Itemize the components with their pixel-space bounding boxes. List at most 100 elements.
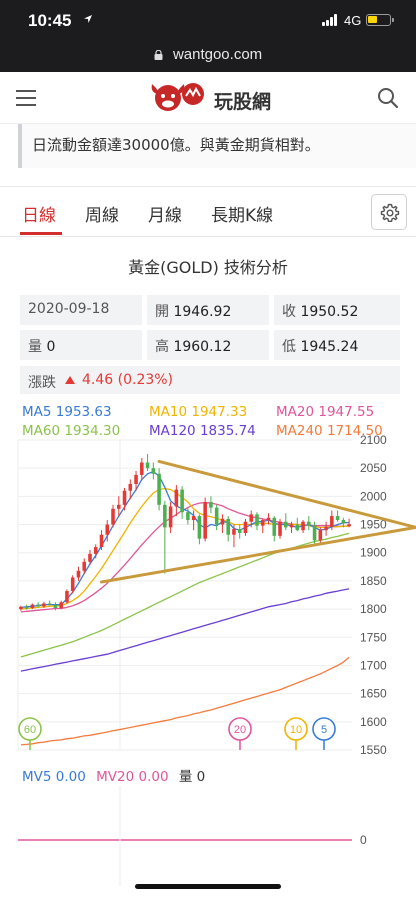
open-label: 開 (155, 304, 169, 320)
close-label: 收 (282, 304, 296, 320)
tab-weekly[interactable]: 周線 (85, 206, 119, 226)
candle-body (283, 521, 288, 528)
candle-body (128, 483, 133, 491)
candle-body (226, 518, 230, 535)
ma240-line (20, 656, 350, 746)
y-tick-label: 1750 (360, 630, 387, 644)
menu-icon[interactable] (16, 89, 38, 107)
period-tabs: 日線 周線 月線 長期K線 (0, 187, 416, 237)
candle-body (191, 516, 196, 521)
low-label: 低 (282, 339, 296, 355)
candle-body (347, 524, 351, 527)
url-bar[interactable]: wantgoo.com (0, 44, 416, 72)
candle-body (255, 514, 259, 526)
url-text: wantgoo.com (172, 46, 263, 63)
candle-body (197, 516, 202, 539)
y-tick-label: 2000 (360, 489, 387, 503)
lock-icon (154, 49, 163, 60)
search-icon[interactable] (376, 86, 400, 110)
triangle-up-icon (65, 376, 75, 384)
candle-body (335, 516, 340, 521)
volume-chart[interactable]: 0 (0, 786, 416, 886)
ma20-legend: MA20 1947.55 (276, 404, 375, 420)
excerpt-text: 日流動金額達30000億。與黃金期貨相對。 (32, 136, 320, 154)
status-bar: 10:45 4G (0, 0, 416, 44)
candle-body (24, 607, 29, 609)
volume-value: 0 (46, 339, 56, 355)
location-arrow-icon (84, 15, 92, 23)
bull-logo-icon (151, 83, 204, 111)
candle-body (134, 474, 138, 484)
site-header: 玩股網 (0, 72, 416, 124)
ma10-line (20, 487, 350, 610)
candlestick-chart[interactable]: 2100 2050 2000 1950 1900 1850 1800 1750 1700 1650… (0, 430, 416, 760)
candle-body (312, 525, 317, 541)
volume-tick-label: 0 (360, 833, 367, 847)
divider (0, 186, 416, 187)
ma-marker-label: 60 (24, 724, 36, 736)
cellular-signal-icon (322, 14, 340, 26)
mv20-legend: MV20 0.00 (96, 769, 169, 785)
candle-body (168, 506, 173, 528)
ma60-legend: MA60 1934.30 (22, 423, 121, 439)
candle-body (232, 529, 236, 535)
candle-body (278, 521, 282, 536)
y-tick-label: 1700 (360, 658, 387, 672)
status-time: 10:45 (28, 11, 72, 30)
site-logo[interactable]: 玩股網 (148, 78, 278, 118)
ma-marker-badge (284, 717, 308, 741)
y-tick-label: 1900 (360, 546, 387, 560)
y-tick-label: 1800 (360, 602, 387, 616)
mv-legend: MV5 0.00 MV20 0.00 量 0 (22, 765, 211, 785)
ma5-line (20, 470, 350, 609)
high-value: 1960.12 (173, 339, 232, 355)
candle-body (30, 604, 35, 608)
chart-settings-button[interactable] (371, 194, 407, 230)
candle-body (318, 530, 323, 541)
mv5-legend: MV5 0.00 (22, 769, 86, 785)
chart-title: 黃金(GOLD) 技術分析 (128, 258, 288, 277)
candle-body (209, 502, 213, 508)
candle-body (42, 603, 46, 607)
ma120-line (20, 588, 350, 672)
candle-body (145, 462, 150, 469)
candle-body (122, 490, 127, 505)
candle-body (36, 604, 40, 607)
candle-body (295, 524, 300, 531)
tab-daily[interactable]: 日線 (22, 206, 56, 226)
high-label: 高 (155, 339, 169, 355)
candle-body (237, 529, 242, 533)
candle-body (111, 508, 115, 525)
candle-body (272, 517, 277, 536)
ma-marker-badge (228, 717, 252, 741)
candle-body (47, 603, 52, 605)
candle-body (324, 526, 328, 531)
candle-body (93, 547, 98, 554)
candle-body (289, 524, 294, 528)
candle-body (157, 473, 161, 505)
y-tick-label: 1950 (360, 518, 387, 532)
candle-body (249, 514, 254, 522)
network-type: 4G (344, 13, 362, 28)
candle-body (99, 534, 104, 548)
candle-body (163, 504, 167, 528)
quote-volume: 量 0 (20, 330, 142, 360)
volume-legend: 量 0 (178, 769, 206, 785)
quote-open: 開 1946.92 (147, 295, 269, 325)
battery-icon (366, 14, 394, 26)
tab-long-term[interactable]: 長期K線 (211, 206, 274, 226)
change-value: 4.46 (0.23%) (82, 372, 174, 388)
y-tick-label: 1550 (360, 743, 387, 757)
quote-row: 2020-09-18 開 1946.92 收 1950.52 (20, 295, 400, 325)
quote-date: 2020-09-18 (20, 295, 142, 325)
candle-body (116, 504, 121, 509)
article-excerpt: 日流動金額達30000億。與黃金期貨相對。 (18, 124, 416, 168)
candle-body (151, 468, 156, 474)
change-label: 漲跌 (28, 375, 56, 391)
candle-body (214, 507, 219, 525)
ma-marker-badge (312, 717, 336, 741)
candle-body (220, 518, 225, 525)
tab-monthly[interactable]: 月線 (148, 206, 182, 226)
y-tick-label: 1850 (360, 574, 387, 588)
gear-icon (380, 203, 400, 222)
